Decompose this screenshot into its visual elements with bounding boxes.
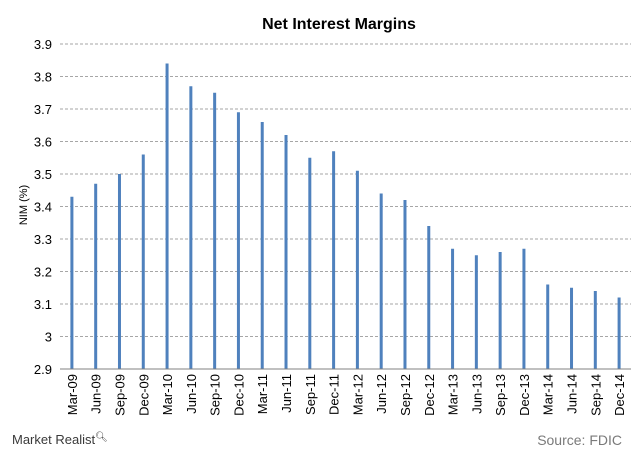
y-tick-label: 3.7 [34, 102, 52, 117]
y-tick-label: 3.2 [34, 265, 52, 280]
x-tick-label: Mar-12 [350, 374, 365, 415]
bar [94, 183, 98, 369]
grid-layer [60, 43, 631, 337]
x-tick-labels: Mar-09 Jun-09 Sep-09 Dec-09 Mar-10 Jun-10 Sep-… [65, 374, 627, 416]
x-tick-label: Mar-11 [255, 374, 270, 414]
bar [117, 174, 121, 369]
bar [474, 255, 478, 369]
y-tick-label: 3.3 [34, 232, 52, 247]
x-tick-label: Jun-11 [279, 374, 294, 413]
x-tick-label: Dec-12 [422, 374, 437, 416]
bar [141, 154, 145, 369]
x-tick-label: Dec-14 [612, 374, 627, 416]
x-tick-label: Sep-13 [493, 374, 508, 416]
bar [332, 151, 336, 369]
bar [546, 284, 550, 369]
bar [403, 200, 407, 369]
bar [213, 92, 217, 369]
bar [284, 135, 288, 369]
y-tick-label: 3.6 [34, 135, 52, 150]
bar [379, 193, 383, 369]
y-tick-labels: 2.9 3 3.1 3.2 3.3 3.4 3.5 3.6 3.7 3.8 3.9 [34, 37, 52, 377]
x-tick-label: Jun-10 [184, 374, 199, 414]
bars [70, 63, 621, 369]
x-tick-label: Dec-09 [136, 374, 151, 416]
bar [236, 112, 240, 369]
x-tick-label: Jun-14 [565, 374, 580, 414]
x-tick-label: Sep-10 [208, 374, 223, 416]
bar [522, 248, 526, 369]
bar [260, 122, 264, 369]
y-tick-label: 3.9 [34, 37, 52, 52]
bar [355, 170, 359, 369]
brand-name: Market Realist [12, 432, 96, 447]
y-axis-label: NIM (%) [18, 185, 30, 225]
x-tick-label: Jun-09 [89, 374, 104, 414]
y-tick-label: 3.5 [34, 167, 52, 182]
bar [570, 287, 574, 369]
x-tick-label: Sep-12 [398, 374, 413, 416]
brand-logo: Market Realist🔍︎ [12, 432, 108, 447]
x-tick-label: Mar-09 [65, 374, 80, 415]
chart-title: Net Interest Margins [262, 16, 416, 33]
bar [70, 196, 74, 369]
x-tick-label: Jun-13 [469, 374, 484, 414]
x-tick-label: Sep-14 [588, 374, 603, 416]
bar [427, 226, 431, 369]
y-tick-label: 2.9 [34, 362, 52, 377]
x-tick-label: Mar-13 [446, 374, 461, 415]
x-tick-label: Dec-10 [231, 374, 246, 416]
bar [165, 63, 169, 369]
source-note: Source: FDIC [537, 432, 622, 448]
y-tick-label: 3.4 [34, 200, 52, 215]
bar [451, 248, 455, 369]
x-tick-label: Dec-13 [517, 374, 532, 416]
x-tick-label: Mar-14 [541, 374, 556, 415]
x-tick-label: Mar-10 [160, 374, 175, 415]
y-tick-label: 3.8 [34, 70, 52, 85]
bar [189, 86, 193, 369]
x-tick-label: Dec-11 [327, 374, 342, 415]
bar [308, 157, 312, 369]
magnifier-q-icon: 🔍︎ [95, 432, 108, 443]
bar [498, 252, 502, 369]
y-tick-label: 3.1 [34, 297, 52, 312]
x-tick-label: Sep-09 [112, 374, 127, 416]
x-tick-label: Jun-12 [374, 374, 389, 414]
x-tick-label: Sep-11 [303, 374, 318, 415]
bar [593, 291, 597, 369]
bar [617, 297, 621, 369]
y-tick-label: 3 [45, 330, 52, 345]
